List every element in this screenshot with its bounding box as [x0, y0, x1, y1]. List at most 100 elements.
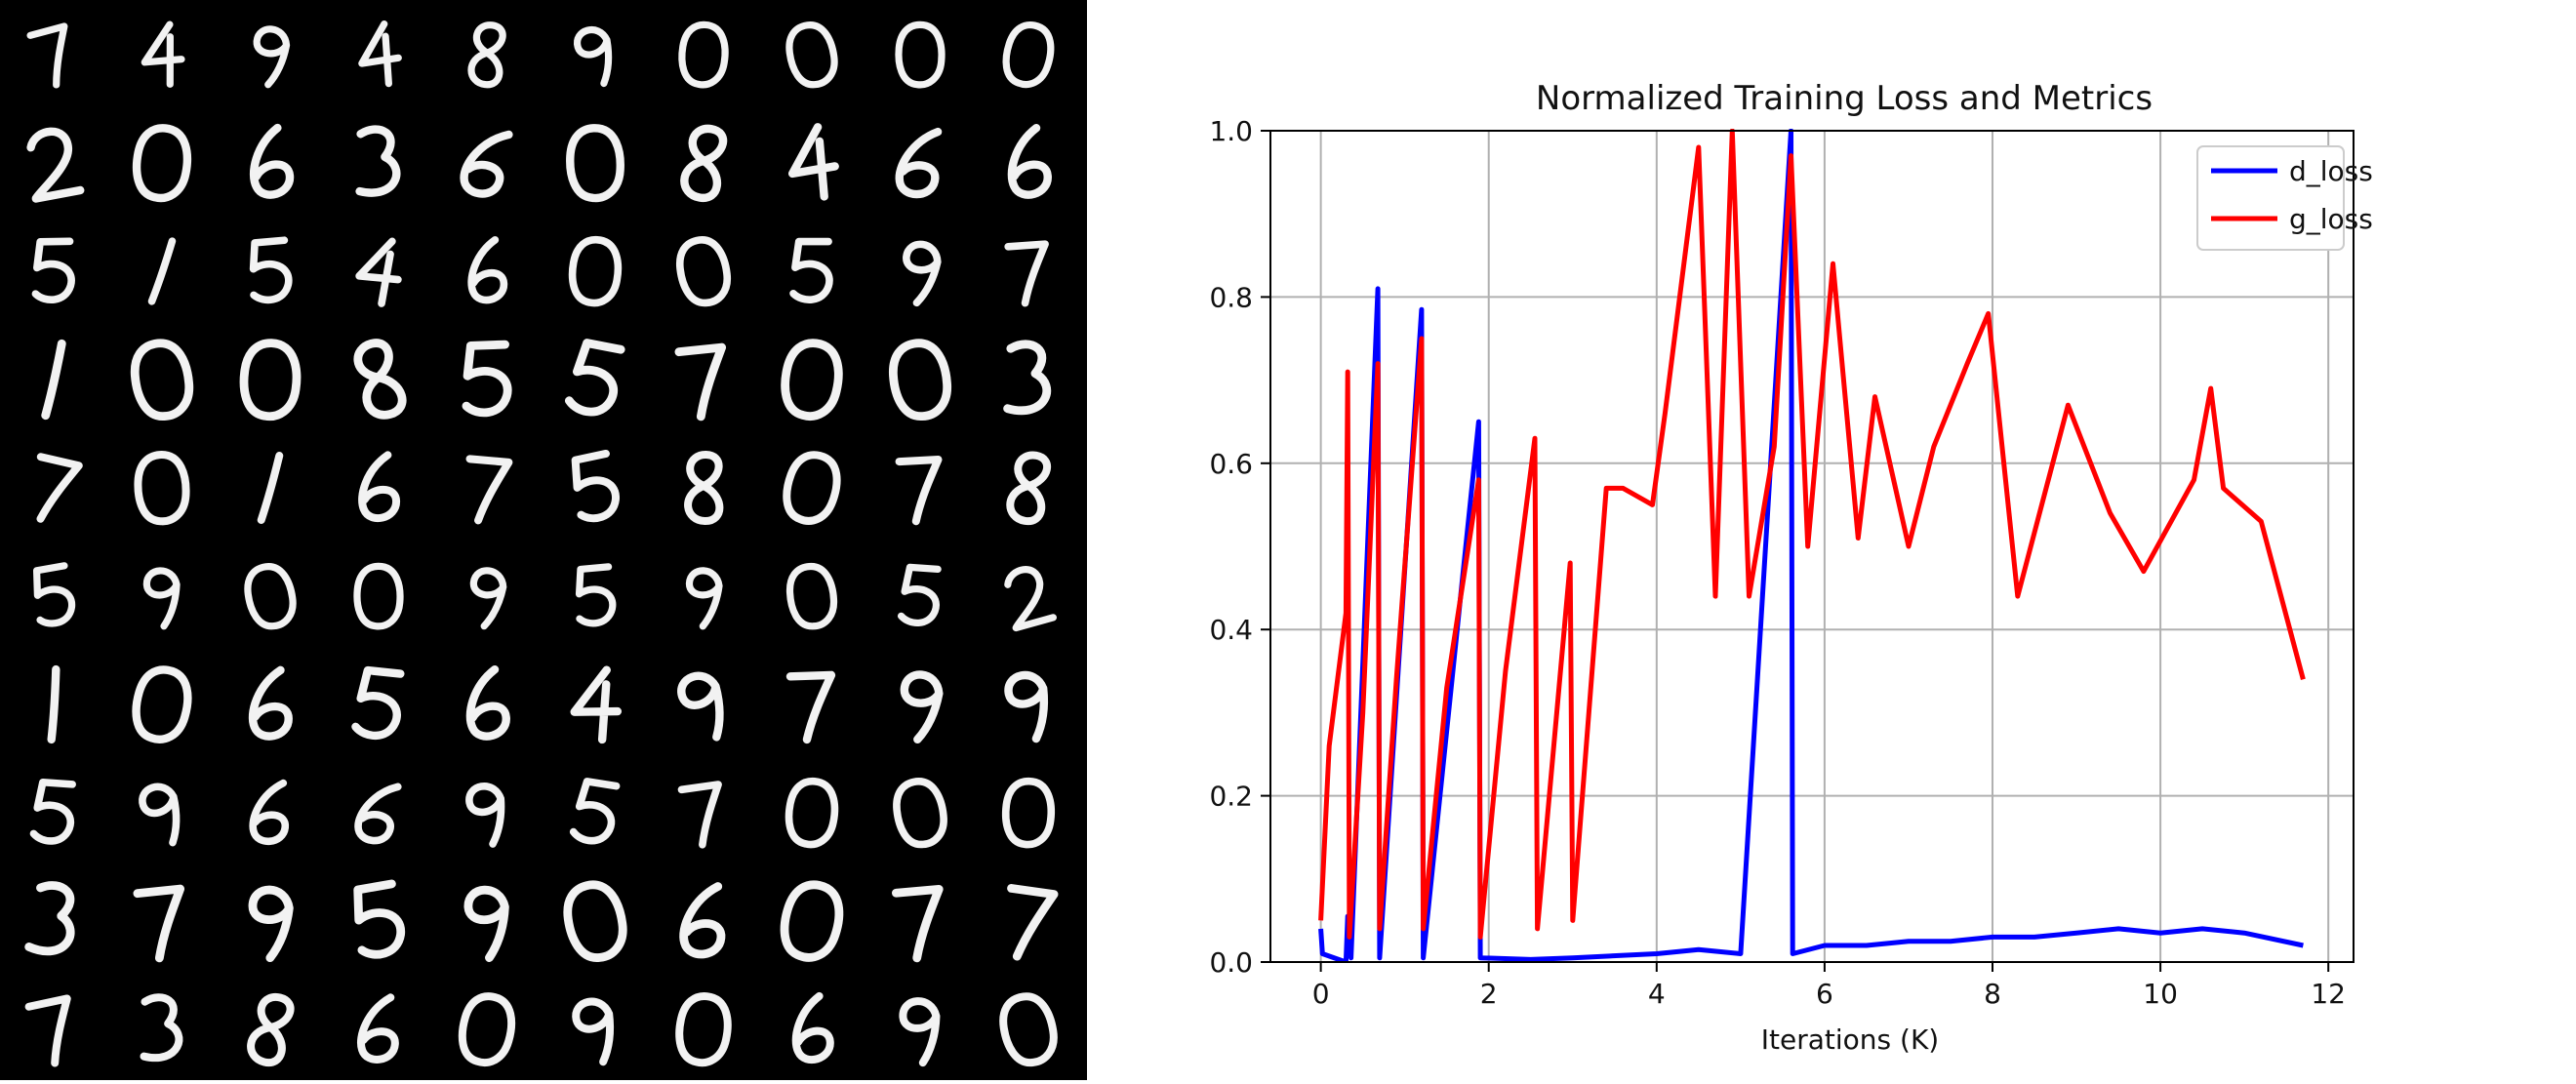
digit-sample — [899, 997, 941, 1067]
chart-title: Normalized Training Loss and Metrics — [1536, 79, 2153, 118]
digit-sample — [575, 563, 617, 627]
y-tick-label: 0.6 — [1209, 448, 1253, 480]
digit-sample — [24, 994, 71, 1067]
digit-sample — [1001, 777, 1056, 849]
digit-sample — [355, 237, 402, 307]
digit-sample — [41, 339, 66, 421]
digit-sample — [132, 124, 192, 203]
digit-sample — [574, 26, 613, 88]
digit-sample — [353, 879, 405, 959]
digit-sample — [564, 339, 625, 417]
digit-sample — [680, 124, 728, 202]
digit-sample — [1007, 124, 1052, 199]
digit-sample — [248, 665, 293, 741]
x-tick-label: 12 — [2311, 978, 2346, 1010]
digit-sample — [897, 563, 942, 627]
digit-sample — [134, 451, 190, 526]
digit-sample — [783, 451, 841, 525]
digit-sample — [257, 452, 284, 524]
digit-sample — [900, 670, 944, 744]
digit-sample — [785, 563, 838, 630]
digit-sample — [469, 567, 507, 630]
digit-sample — [142, 567, 181, 630]
digit-sample — [462, 340, 512, 418]
digit-sample — [787, 123, 839, 201]
digit-sample — [1007, 884, 1059, 961]
digit-sample — [24, 881, 75, 956]
digit-sample — [253, 25, 291, 89]
tick-labels: 0 2 4 6 8 10 12 0.0 0.2 0.4 0.6 0.8 1.0 — [1209, 115, 2346, 1010]
digit-sample — [29, 778, 76, 845]
digit-sample — [31, 237, 75, 303]
digit-sample — [467, 236, 508, 304]
y-tick-label: 0.4 — [1209, 614, 1253, 646]
digit-sample — [895, 20, 946, 89]
digit-sample — [891, 884, 944, 963]
digit-sample — [1004, 566, 1057, 632]
loss-chart: Normalized Training Loss and Metrics 0 2 4… — [1209, 79, 2373, 1056]
y-tick-label: 1.0 — [1209, 115, 1253, 147]
digit-sample — [1003, 340, 1052, 416]
digit-sample — [460, 130, 513, 198]
digit-sample — [248, 885, 294, 963]
digit-sample — [568, 235, 623, 307]
digit-sample — [1002, 20, 1055, 89]
digit-sample — [351, 665, 405, 741]
digit-sample — [249, 236, 293, 304]
digit-sample — [785, 21, 838, 89]
digit-sample — [678, 20, 729, 89]
digit-sample — [36, 453, 83, 523]
series-line-d-loss — [1318, 129, 2304, 962]
legend-label-g-loss: g_loss — [2289, 203, 2373, 235]
digit-sample — [569, 778, 621, 845]
x-tick-label: 10 — [2143, 978, 2178, 1010]
digit-sample — [353, 562, 404, 630]
digit-sample — [354, 783, 402, 845]
digit-sample — [679, 882, 726, 959]
digit-sample — [465, 783, 505, 848]
legend: d_loss g_loss — [2196, 145, 2373, 251]
digit-sample — [895, 127, 943, 199]
series-layer — [1318, 129, 2306, 962]
digit-sample — [465, 455, 513, 525]
digit-sample — [249, 779, 290, 846]
digit-sample — [244, 563, 297, 630]
y-tick-label: 0.2 — [1209, 781, 1253, 813]
x-tick-label: 4 — [1648, 978, 1666, 1010]
digit-sample — [465, 665, 510, 741]
digit-sample — [355, 125, 401, 197]
plot-frame — [1269, 130, 2355, 963]
digit-sample — [563, 880, 627, 962]
digit-sample — [130, 339, 194, 421]
digit-sample — [132, 665, 192, 743]
digit-sample — [685, 567, 723, 630]
x-tick-label: 2 — [1480, 978, 1498, 1010]
digit-sample — [785, 778, 839, 849]
y-tick-label: 0.0 — [1209, 946, 1253, 979]
digit-sample — [889, 339, 951, 421]
digit-sample — [463, 885, 509, 962]
digit-sample — [675, 236, 732, 307]
digit-sample — [785, 670, 836, 744]
digit-sample — [358, 451, 401, 523]
digit-sample — [895, 455, 943, 526]
digit-sample — [1004, 240, 1049, 307]
digit-sample — [999, 992, 1058, 1066]
digit-sample — [353, 339, 407, 420]
digit-sample — [780, 880, 844, 962]
digit-sample — [147, 237, 177, 305]
digit-sample — [357, 993, 399, 1064]
digit-sample — [247, 992, 295, 1067]
digit-sample — [141, 20, 185, 88]
digit-sample — [675, 992, 732, 1067]
digit-sample — [358, 20, 402, 88]
digit-sample — [467, 21, 506, 89]
digit-sample — [26, 22, 68, 89]
digit-sample — [572, 997, 615, 1066]
digit-sample — [893, 778, 947, 849]
digit-sample — [133, 884, 185, 963]
x-tick-label: 8 — [1984, 978, 2001, 1010]
digit-sample — [458, 992, 516, 1066]
digit-sample — [140, 993, 183, 1063]
digit-sample — [684, 451, 724, 526]
